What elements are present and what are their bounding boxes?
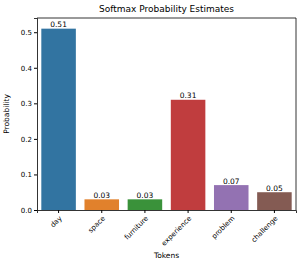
bar bbox=[41, 29, 76, 210]
data-label: 0.05 bbox=[266, 184, 283, 193]
plot: 0.510.030.030.310.070.050.00.10.20.30.40… bbox=[21, 18, 297, 248]
x-tick-label: problem bbox=[210, 214, 236, 240]
y-tick-label: 0.2 bbox=[21, 136, 32, 144]
x-tick-label: experience bbox=[160, 214, 193, 247]
y-tick: 0.1 bbox=[21, 171, 37, 179]
y-tick-mark bbox=[34, 103, 37, 104]
right-spine bbox=[296, 18, 297, 210]
x-tick-mark bbox=[274, 210, 275, 213]
x-axis: day space furniture experience problem challe… bbox=[38, 210, 297, 248]
x-tick: challenge bbox=[250, 210, 280, 244]
y-tick-mark bbox=[34, 174, 37, 175]
x-tick-label: space bbox=[87, 214, 107, 234]
bar bbox=[84, 199, 119, 210]
y-tick-label: 0.3 bbox=[21, 100, 32, 108]
x-tick: space bbox=[87, 210, 107, 235]
x-tick-mark bbox=[188, 210, 189, 213]
y-axis-line bbox=[34, 19, 38, 211]
y-tick: 0.4 bbox=[21, 65, 37, 73]
data-label: 0.07 bbox=[223, 177, 240, 186]
x-axis-title: Tokens bbox=[153, 251, 179, 260]
y-tick-label: 0.5 bbox=[21, 29, 32, 37]
title: Softmax Probability Estimates bbox=[99, 4, 234, 14]
data-label: 0.03 bbox=[93, 191, 110, 200]
data-label: 0.31 bbox=[180, 91, 197, 100]
bar bbox=[214, 185, 249, 210]
y-tick: 0.3 bbox=[21, 100, 37, 108]
x-tick-label: challenge bbox=[250, 214, 280, 244]
data-label: 0.51 bbox=[50, 20, 67, 29]
x-axis-line bbox=[38, 211, 297, 214]
y-tick-label: 0.4 bbox=[21, 65, 33, 73]
bars bbox=[41, 29, 291, 210]
y-tick: 0.0 bbox=[21, 207, 37, 215]
y-tick: 0.2 bbox=[21, 136, 37, 144]
y-axis: 0.0 0.1 0.2 0.3 0.4 0.5 bbox=[21, 19, 38, 215]
x-tick-mark bbox=[144, 210, 145, 213]
bar bbox=[128, 199, 163, 210]
x-tick: experience bbox=[160, 210, 193, 248]
y-tick-label: 0.1 bbox=[21, 171, 32, 179]
y-tick-mark bbox=[34, 32, 37, 33]
y-tick-label: 0.0 bbox=[21, 207, 32, 215]
y-tick-mark bbox=[34, 139, 37, 140]
top-spine bbox=[37, 18, 296, 19]
data-labels: 0.51 0.03 0.03 0.31 0.07 0.05 bbox=[50, 20, 283, 200]
x-tick-label: day bbox=[49, 214, 64, 229]
y-tick-mark bbox=[34, 68, 37, 69]
x-tick: problem bbox=[210, 210, 236, 241]
x-tick-label: furniture bbox=[123, 214, 150, 241]
bar bbox=[257, 192, 292, 210]
x-tick-mark bbox=[231, 210, 232, 213]
y-tick: 0.5 bbox=[21, 29, 37, 37]
x-tick: day bbox=[49, 210, 64, 229]
x-tick: furniture bbox=[123, 210, 150, 242]
y-tick-mark bbox=[34, 210, 37, 211]
y-axis-title: Probability bbox=[2, 94, 11, 134]
bar bbox=[171, 100, 206, 210]
x-tick-mark bbox=[58, 210, 59, 213]
data-label: 0.03 bbox=[137, 191, 154, 200]
x-tick-mark bbox=[101, 210, 102, 213]
chart: 0.510.030.030.310.070.050.00.10.20.30.40… bbox=[0, 0, 300, 266]
